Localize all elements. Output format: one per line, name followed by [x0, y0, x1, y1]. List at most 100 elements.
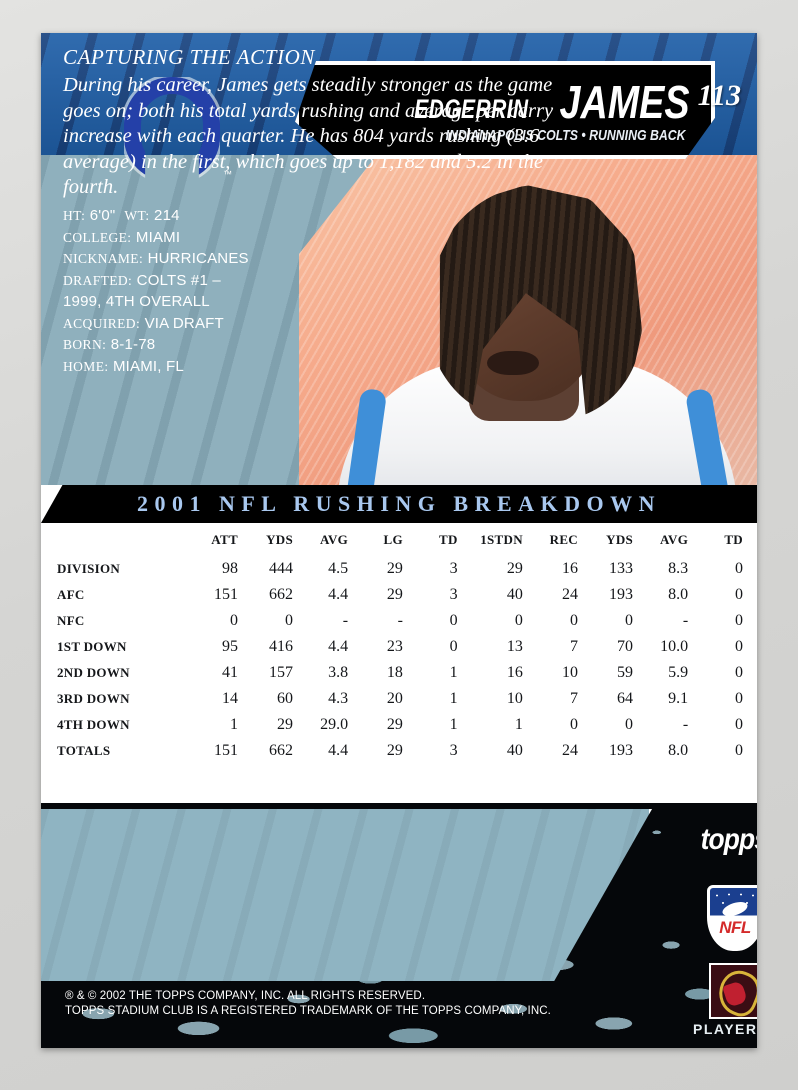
cell: 5.9	[668, 664, 689, 681]
cell: 8.3	[668, 560, 689, 577]
cell: 10	[562, 664, 578, 681]
cell: 0	[735, 560, 743, 577]
bio-row-nickname: NICKNAME: HURRICANES	[63, 248, 313, 270]
cell: 29	[386, 560, 403, 577]
cell: 0	[229, 612, 238, 629]
rushing-breakdown-table: ATT YDS AVG LG TD 1STDN REC YDS AVG TD D	[57, 529, 743, 764]
cell: 444	[268, 560, 293, 577]
cell: 3	[449, 742, 458, 759]
cell: 1	[514, 716, 523, 733]
table-row: AFC 151 662 4.4 29 3 40 24 193 8.0 0	[57, 582, 743, 608]
cell: 59	[617, 664, 634, 681]
bio-row-acquired: ACQUIRED: VIA DRAFT	[63, 313, 313, 335]
cell: 29	[386, 716, 403, 733]
cell: 151	[213, 586, 238, 603]
cell: 13	[506, 638, 523, 655]
copyright-text: ® & © 2002 THE TOPPS COMPANY, INC. ALL R…	[65, 989, 625, 1019]
cell: 133	[609, 560, 634, 577]
cell: 4.4	[328, 586, 349, 603]
bio-key-college: COLLEGE:	[63, 229, 132, 245]
capturing-the-action-title: CAPTURING THE ACTION	[63, 45, 315, 69]
cell: 3	[449, 560, 458, 577]
row-label: AFC	[57, 587, 85, 602]
bio-row-height-weight: HT: 6'0" WT: 214	[63, 205, 313, 227]
cell: 662	[268, 586, 293, 603]
stats-banner: 2001 NFL RUSHING BREAKDOWN	[41, 485, 757, 523]
player-mouth	[487, 351, 539, 375]
col-header-lg: LG	[383, 532, 403, 547]
bio-key-nickname: NICKNAME:	[63, 251, 144, 266]
table-row: 4TH DOWN 1 29 29.0 29 1 1 0 0 - 0	[57, 712, 743, 738]
cell: 0	[625, 612, 634, 629]
row-label: 3RD DOWN	[57, 691, 130, 706]
cell: 1	[449, 690, 458, 707]
cell: 0	[449, 638, 458, 655]
cell: 20	[386, 690, 403, 707]
cell: 4.5	[328, 560, 349, 577]
bio-value-born: 8-1-78	[110, 336, 156, 353]
cell: 0	[625, 716, 634, 733]
cell: 662	[268, 742, 293, 759]
table-row: NFC 0 0 - - 0 0 0 0 - 0	[57, 608, 743, 634]
cell: 16	[562, 560, 578, 577]
cell: 0	[735, 586, 743, 603]
cell: 95	[221, 638, 238, 655]
col-header-td: TD	[439, 532, 458, 547]
cell: 29	[386, 586, 403, 603]
cell: 4.4	[328, 742, 349, 759]
cell: 0	[570, 612, 578, 629]
bio-value-home: MIAMI, FL	[112, 357, 184, 375]
cell: 4.4	[328, 638, 349, 655]
cell: 40	[506, 742, 523, 759]
cell: 1	[449, 664, 458, 681]
row-label: 4TH DOWN	[57, 717, 130, 732]
cell: 0	[449, 612, 458, 629]
cell: 9.1	[668, 690, 689, 707]
cell: 0	[735, 716, 743, 733]
table-header-row: ATT YDS AVG LG TD 1STDN REC YDS AVG TD	[57, 529, 743, 556]
bio-row-born: BORN: 8-1-78	[63, 334, 313, 356]
cell: 41	[221, 664, 238, 681]
player-nameplate: EDGERRIN JAMES INDIANAPOLIS COLTS • RUNNI…	[295, 61, 715, 159]
nfl-wordmark: NFL	[719, 918, 751, 937]
copyright-line-2: TOPPS STADIUM CLUB IS A REGISTERED TRADE…	[65, 1005, 551, 1017]
row-label: 2ND DOWN	[57, 665, 130, 680]
col-header-att: ATT	[211, 532, 238, 547]
cell: 18	[386, 664, 403, 681]
cell: 16	[506, 664, 523, 681]
table-row: TOTALS 151 662 4.4 29 3 40 24 193 8.0 0	[57, 738, 743, 764]
cell: 0	[735, 638, 743, 655]
copyright-line-1: ® & © 2002 THE TOPPS COMPANY, INC. ALL R…	[65, 990, 426, 1002]
stats-table-area: ATT YDS AVG LG TD 1STDN REC YDS AVG TD D	[41, 523, 757, 803]
cell: 7	[570, 638, 578, 655]
bio-value-drafted-continuation: 1999, 4TH OVERALL	[63, 293, 210, 310]
cell: 0	[570, 716, 578, 733]
player-last-name: JAMES	[559, 76, 689, 128]
cell: 98	[221, 560, 238, 577]
bio-key-acquired: ACQUIRED:	[63, 315, 141, 331]
table-row: 1ST DOWN 95 416 4.4 23 0 13 7 70 10.0 0	[57, 634, 743, 660]
cell: 29	[276, 716, 293, 733]
col-header-0	[57, 529, 183, 556]
cell: 0	[735, 690, 743, 707]
cell: 7	[570, 690, 578, 707]
cell: 23	[386, 638, 403, 655]
bio-value-nickname: HURRICANES	[147, 250, 249, 267]
col-header-yds2: YDS	[606, 532, 634, 547]
cell: 29.0	[320, 716, 349, 733]
bio-key-drafted: DRAFTED:	[63, 272, 133, 288]
cell: 29	[386, 742, 403, 759]
cell: 416	[268, 638, 293, 655]
colts-horseshoe-icon: ™	[124, 77, 232, 181]
cell: 1	[229, 716, 238, 733]
cell: 64	[617, 690, 634, 707]
player-bio: HT: 6'0" WT: 214 COLLEGE: MIAMI NICKNAME…	[63, 205, 313, 377]
trademark-symbol: ™	[223, 169, 232, 179]
cell: 0	[735, 664, 743, 681]
cell: 193	[609, 586, 634, 603]
cell: -	[682, 716, 689, 733]
player-first-name: EDGERRIN	[414, 94, 529, 124]
col-header-rec: REC	[549, 532, 578, 547]
cell: 157	[268, 664, 293, 681]
cell: 0	[735, 612, 743, 629]
